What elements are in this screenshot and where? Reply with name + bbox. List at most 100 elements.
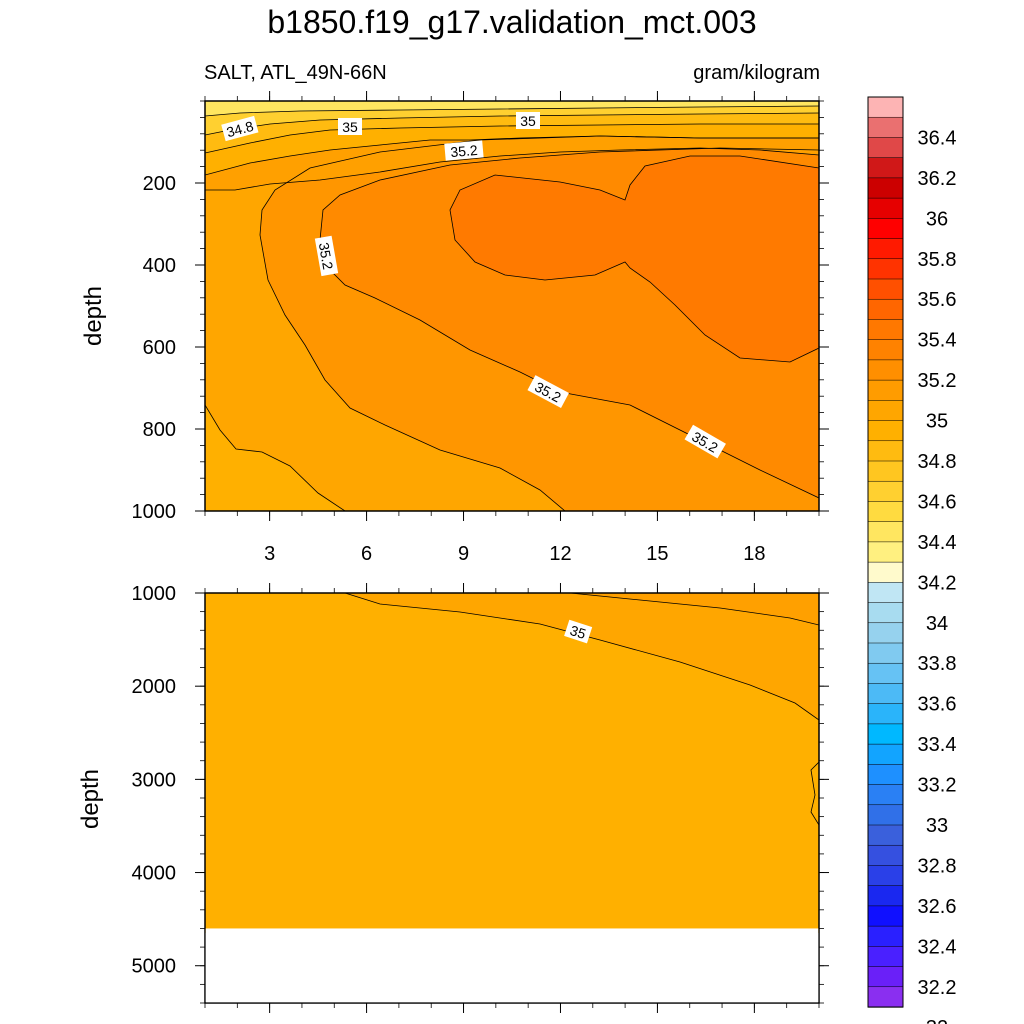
colorbar-swatch bbox=[867, 278, 904, 300]
units-label: gram/kilogram bbox=[693, 62, 820, 84]
y-tick-label: 1000 bbox=[132, 501, 177, 523]
contour-34-9-lower bbox=[205, 404, 346, 511]
lower-panel-fill bbox=[205, 593, 819, 933]
colorbar-swatch bbox=[867, 238, 904, 260]
colorbar-swatch bbox=[867, 865, 904, 887]
upper-y-axis-title: depth bbox=[80, 286, 107, 346]
colorbar-swatch bbox=[867, 177, 904, 199]
x-tick-label: 9 bbox=[458, 543, 469, 565]
colorbar-label: 33.6 bbox=[918, 694, 957, 716]
colorbar-swatch bbox=[867, 298, 904, 321]
upper-panel-fill bbox=[205, 101, 819, 511]
lower-y-axis-title: depth bbox=[77, 769, 104, 829]
colorbar-swatch bbox=[867, 400, 904, 422]
contour-34-4-surface bbox=[205, 105, 819, 117]
colorbar-swatch bbox=[867, 743, 904, 765]
colorbar-swatch bbox=[867, 925, 904, 947]
colorbar-swatch bbox=[867, 622, 904, 644]
variable-region-label: SALT, ATL_49N-66N bbox=[204, 62, 387, 84]
axis-ticks: 3 6 9 12 15 18 200 400 600 800 1000 1000 2000 3000 400… bbox=[132, 91, 829, 1013]
colorbar-swatch bbox=[867, 703, 904, 725]
x-tick-label: 6 bbox=[361, 543, 372, 565]
contour-label-35-deep: 35 bbox=[564, 619, 593, 644]
colorbar-swatch bbox=[867, 116, 904, 139]
contour-34-8-surface bbox=[205, 123, 819, 154]
colorbar-swatch bbox=[867, 946, 904, 968]
colorbar-label: 34.2 bbox=[918, 572, 957, 594]
colorbar-swatch bbox=[867, 359, 904, 381]
colorbar-swatch bbox=[867, 905, 904, 927]
contour-label-35-a: 35 bbox=[338, 118, 362, 135]
colorbar-swatch bbox=[867, 602, 904, 624]
colorbar-swatch bbox=[867, 582, 904, 604]
colorbar-label: 32.4 bbox=[918, 936, 957, 958]
contour-35-05-deep bbox=[569, 593, 819, 626]
y-tick-label: 400 bbox=[143, 255, 176, 277]
lower-panel-contours bbox=[344, 593, 819, 826]
y-tick-label: 3000 bbox=[132, 769, 177, 791]
fill-34-9-lowerleft bbox=[205, 405, 345, 511]
colorbar-swatch bbox=[867, 885, 904, 907]
figure-title: b1850.f19_g17.validation_mct.003 bbox=[267, 4, 757, 40]
svg-text:35.2: 35.2 bbox=[450, 142, 479, 160]
colorbar-swatch bbox=[867, 986, 904, 1008]
x-tick-label: 18 bbox=[743, 543, 765, 565]
colorbar-swatch bbox=[867, 561, 904, 583]
y-tick-label: 5000 bbox=[132, 956, 177, 978]
colorbar-frame bbox=[867, 96, 904, 1008]
colorbar-swatch bbox=[867, 137, 904, 159]
upper-panel-contours bbox=[205, 105, 819, 511]
fill-35-05-deep bbox=[570, 593, 819, 625]
contour-35-0-surface bbox=[205, 147, 819, 191]
svg-text:35.2: 35.2 bbox=[316, 241, 337, 271]
contour-35-2 bbox=[319, 147, 819, 499]
colorbar-swatch bbox=[867, 218, 904, 240]
colorbar-swatch bbox=[867, 784, 904, 806]
colorbar-label: 35.6 bbox=[918, 289, 957, 311]
colorbar-label: 33.2 bbox=[918, 775, 957, 797]
colorbar-swatch bbox=[867, 764, 904, 786]
colorbar-label: 35.8 bbox=[918, 249, 957, 271]
colorbar-swatch bbox=[867, 521, 904, 543]
colorbar-swatch bbox=[867, 319, 904, 341]
colorbar-label: 35 bbox=[926, 411, 948, 433]
colorbar-label: 33.4 bbox=[918, 734, 957, 756]
svg-text:34.8: 34.8 bbox=[225, 118, 256, 141]
colorbar-label: 33 bbox=[926, 815, 948, 837]
y-tick-label: 800 bbox=[143, 419, 176, 441]
colorbar-swatch bbox=[867, 197, 904, 219]
svg-text:35: 35 bbox=[342, 119, 358, 135]
colorbar-swatch bbox=[867, 541, 904, 563]
colorbar-label: 34.8 bbox=[918, 451, 957, 473]
colorbar-swatch bbox=[867, 460, 904, 482]
fill-35-3 bbox=[450, 156, 819, 362]
colorbar-swatch bbox=[867, 501, 904, 523]
colorbar-label: 35.2 bbox=[918, 370, 957, 392]
colorbar-swatch bbox=[867, 683, 904, 705]
colorbar-label: 36.4 bbox=[918, 127, 957, 149]
y-tick-label: 600 bbox=[143, 337, 176, 359]
colorbar-swatch bbox=[867, 804, 904, 826]
colorbar-swatch bbox=[867, 420, 904, 442]
colorbar: 36.4 36.2 36 35.8 35.6 35.4 35.2 35 34.8 34.6 34.4… bbox=[867, 96, 957, 1024]
x-tick-label: 3 bbox=[264, 543, 275, 565]
colorbar-label: 34 bbox=[926, 613, 948, 635]
colorbar-swatch bbox=[867, 339, 904, 361]
colorbar-swatch bbox=[867, 480, 904, 503]
y-tick-label: 4000 bbox=[132, 863, 177, 885]
colorbar-swatch bbox=[867, 824, 904, 846]
colorbar-label: 36.2 bbox=[918, 168, 957, 190]
y-tick-label: 200 bbox=[143, 173, 176, 195]
colorbar-swatch bbox=[867, 844, 904, 867]
x-tick-label: 12 bbox=[549, 543, 571, 565]
colorbar-label: 34.6 bbox=[918, 491, 957, 513]
colorbar-label: 36 bbox=[926, 208, 948, 230]
no-data-region bbox=[205, 928, 819, 1003]
fill-35-0-deep bbox=[345, 593, 819, 720]
colorbar-swatch bbox=[867, 642, 904, 664]
colorbar-swatch bbox=[867, 662, 904, 685]
colorbar-swatch bbox=[867, 258, 904, 280]
colorbar-swatch bbox=[867, 157, 904, 179]
contour-label-35-2-a: 35.2 bbox=[444, 140, 484, 161]
